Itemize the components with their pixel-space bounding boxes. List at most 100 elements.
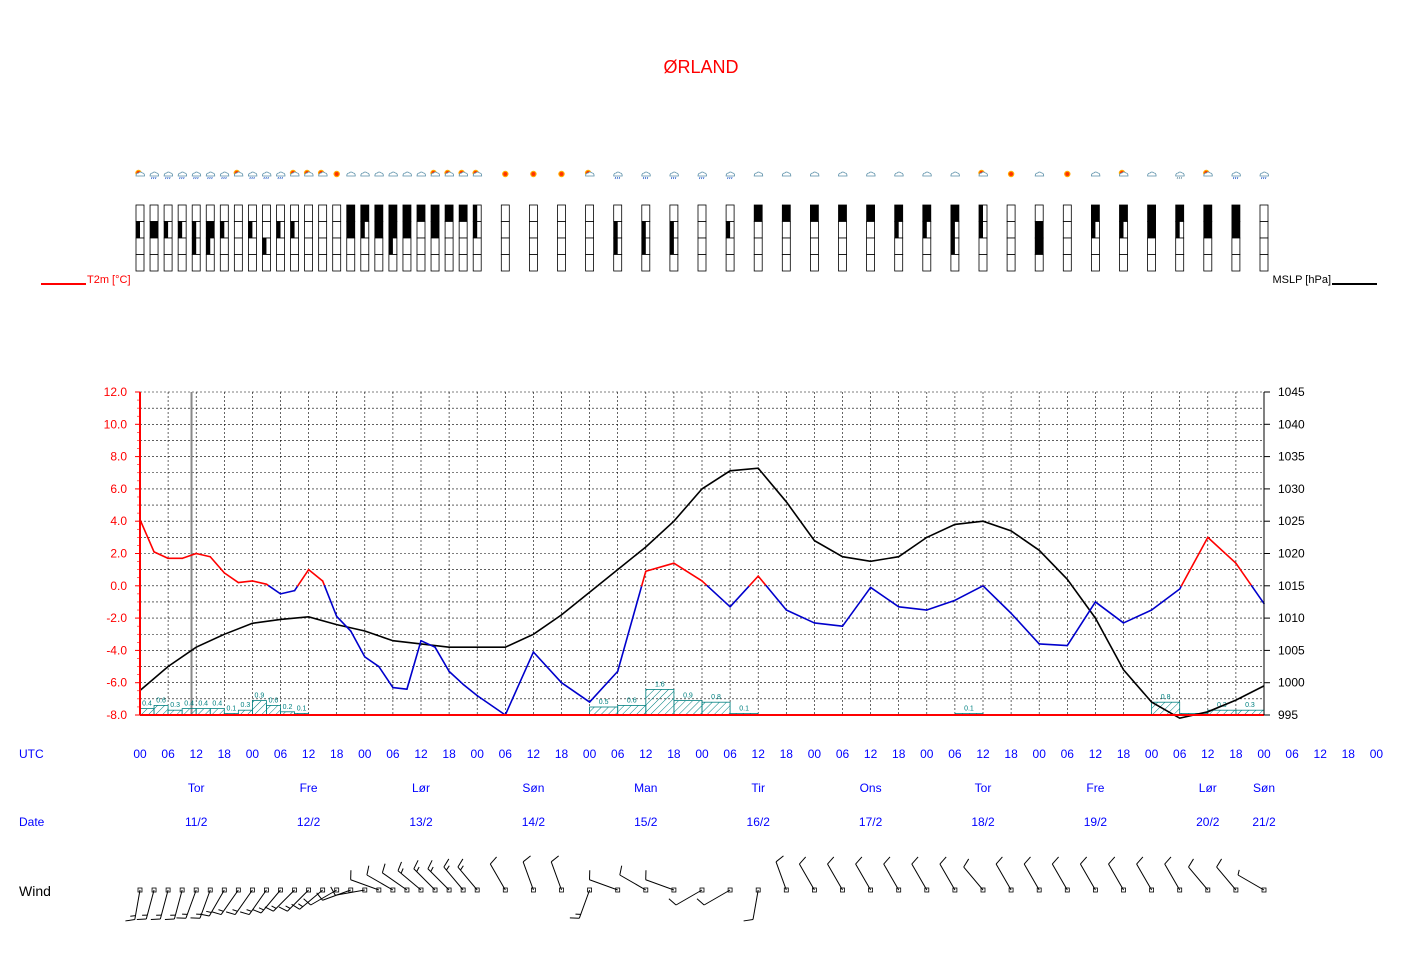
t2m-line-segment	[729, 584, 751, 608]
day-name-row: Tor Fre Lør Søn Man Tir Ons Tor Fre Lør Søn	[188, 781, 1275, 795]
cloud-layer-cell	[585, 237, 594, 255]
left-tick-label: 10.0	[104, 417, 128, 431]
cloud-layer-cell	[458, 237, 468, 255]
cloud-icon	[360, 171, 370, 177]
day-name-label: Tor	[975, 781, 992, 795]
cloud-layer-cell	[304, 254, 314, 272]
cloud-layer-cell	[402, 237, 412, 255]
cloud-layer-cell	[1062, 254, 1072, 272]
cloud-layer-fill	[894, 205, 903, 222]
t2m-line-segment	[1250, 584, 1265, 605]
cloud-layer-cell	[922, 254, 932, 272]
day-name-label: Søn	[1253, 781, 1275, 795]
cloud-layer-cell	[838, 254, 847, 272]
cloud-layer-cell	[810, 254, 819, 272]
cloud-layer-cell	[1091, 237, 1100, 255]
utc-tick-label: 00	[1370, 747, 1384, 761]
day-name-label: Ons	[860, 781, 882, 795]
wind-barb	[264, 887, 297, 912]
cloud-layer-fill	[374, 221, 383, 238]
utc-tick-label: 00	[920, 747, 934, 761]
cloud-layer-cell	[1147, 237, 1156, 255]
cloud-layer-cell	[177, 254, 187, 272]
cloud-layer-fill	[613, 238, 618, 255]
cloud-layer-cell	[304, 221, 314, 239]
cloud-layer-cell	[978, 254, 988, 272]
cloud-layer-fill	[192, 221, 197, 238]
cloud-layer-fill	[950, 205, 959, 222]
right-tick-label: 1005	[1278, 643, 1305, 657]
wind-barb	[350, 870, 382, 893]
cloud-layer-cell	[163, 237, 173, 255]
cloud-layer-cell	[669, 204, 679, 222]
precip-bar	[645, 689, 675, 716]
cloud-layer-cell	[135, 204, 145, 222]
t2m-line-segment	[616, 584, 643, 673]
rain-cloud-icon	[697, 171, 707, 180]
cloud-layer-fill	[445, 205, 454, 222]
t2m-line-segment	[954, 584, 984, 602]
cloud-layer-cell	[430, 237, 440, 255]
cloud-layer-fill	[979, 221, 983, 238]
cloud-layer-cell	[500, 254, 510, 272]
utc-tick-label: 06	[1173, 747, 1187, 761]
precip-bar-label: 0.4	[142, 701, 152, 708]
cloud-icon	[402, 171, 412, 177]
cloud-layer-cell	[1006, 204, 1016, 222]
cloud-layer-fill	[360, 221, 365, 238]
wind-barb	[827, 856, 845, 893]
cloud-layer-cell	[276, 204, 285, 222]
wind-barb	[798, 856, 817, 893]
cloud-layer-fill	[164, 221, 169, 238]
cloud-layer-fill	[346, 205, 355, 222]
precip-bar	[617, 705, 647, 716]
cloud-layer-fill	[402, 205, 411, 222]
series-lines	[139, 467, 1265, 720]
cloud-layer-cell	[810, 237, 819, 255]
t2m-line-segment	[925, 599, 956, 611]
cloud-layer-fill	[950, 238, 955, 255]
cloud-layer-cell	[276, 237, 285, 255]
cloud-layer-cell	[866, 237, 875, 255]
cloud-layer-cell	[458, 254, 468, 272]
cloud-layer-cell	[233, 254, 243, 272]
rain-cloud-icon	[163, 171, 174, 180]
left-tick-label: -4.0	[106, 643, 127, 657]
cloud-icon	[866, 171, 876, 177]
rain-cloud-icon	[725, 171, 736, 180]
right-tick-label: 1040	[1278, 417, 1305, 431]
cloud-layer-cell	[444, 237, 454, 255]
cloud-layer-cell	[290, 204, 299, 222]
utc-tick-label: 12	[639, 747, 653, 761]
sun-icon	[1007, 170, 1015, 178]
cloud-layer-cell	[1203, 254, 1213, 272]
utc-tick-label: 00	[471, 747, 485, 761]
cloud-icon	[1034, 171, 1045, 177]
cloud-layer-fill	[1119, 205, 1128, 222]
cloud-layer-cell	[472, 237, 482, 255]
cloud-layer-cell	[177, 237, 187, 255]
cloud-cover-bars	[135, 204, 1269, 272]
cloud-layer-cell	[430, 254, 440, 272]
t2m-line-segment	[462, 683, 479, 697]
t2m-line-segment	[841, 586, 872, 627]
date-label: 19/2	[1084, 815, 1108, 829]
cloud-layer-cell	[725, 254, 735, 272]
t2m-line-segment	[897, 605, 928, 611]
wind-barb	[1108, 856, 1126, 893]
t2m-line-segment	[1122, 609, 1153, 624]
cloud-layer-cell	[1147, 254, 1156, 272]
cloud-layer-fill	[838, 205, 847, 222]
wind-barb	[939, 856, 958, 893]
right-tick-label: 995	[1278, 708, 1298, 722]
cloud-layer-cell	[529, 221, 538, 239]
cloud-layer-cell	[163, 254, 173, 272]
cloud-layer-cell	[1062, 237, 1072, 255]
weather-symbols-row	[135, 169, 1269, 180]
rain-cloud-icon	[177, 171, 188, 180]
precip-bar-label: 0.8	[711, 694, 721, 701]
utc-tick-label: 18	[555, 747, 569, 761]
t2m-line-segment	[363, 656, 380, 668]
cloud-layer-cell	[697, 237, 707, 255]
wind-barb	[489, 856, 508, 893]
